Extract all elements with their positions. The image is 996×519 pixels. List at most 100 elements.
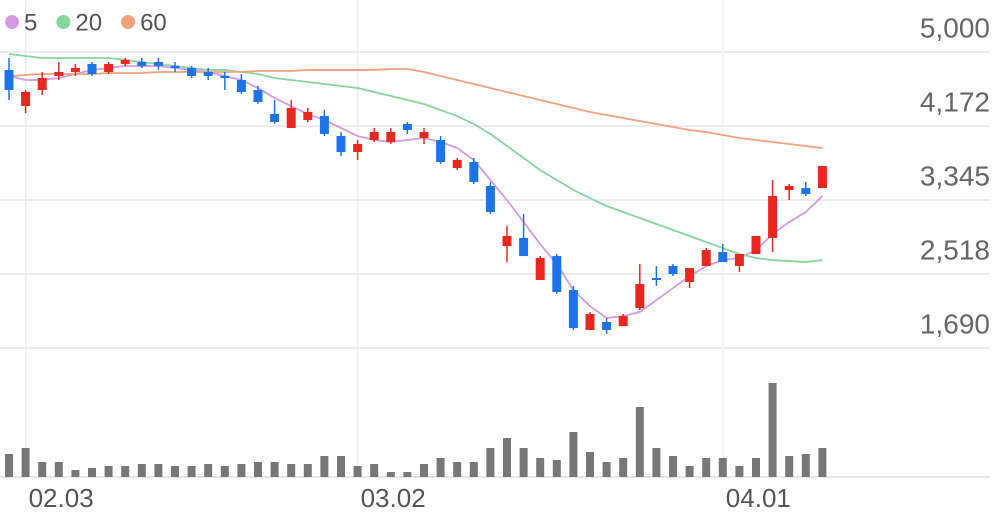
candle-body bbox=[651, 278, 661, 281]
volume-bar bbox=[137, 464, 146, 477]
volume-bar bbox=[735, 466, 744, 477]
candle-body bbox=[817, 166, 827, 189]
legend-marker bbox=[56, 15, 71, 29]
volume-bar bbox=[370, 464, 379, 477]
ma-line bbox=[8, 53, 823, 263]
volume-bar bbox=[685, 466, 694, 477]
candle-body bbox=[469, 162, 479, 182]
volume-bar bbox=[519, 448, 528, 477]
volume-bar bbox=[818, 448, 827, 477]
volume-bar bbox=[486, 448, 495, 477]
volume-bar bbox=[536, 458, 545, 477]
volume-bar bbox=[5, 454, 13, 477]
volume-bar bbox=[104, 466, 113, 477]
candle-body bbox=[336, 135, 346, 152]
ma-line bbox=[8, 65, 824, 319]
volume-bar bbox=[503, 438, 511, 477]
candle-body bbox=[187, 67, 197, 76]
candle-body bbox=[303, 112, 313, 120]
candle-body bbox=[602, 321, 612, 331]
volume-bar bbox=[635, 407, 644, 477]
candle-body bbox=[552, 256, 562, 293]
candle-body bbox=[419, 131, 429, 138]
volume-bar bbox=[785, 456, 794, 477]
legend-marker bbox=[5, 15, 19, 29]
candle-body bbox=[353, 144, 363, 152]
volume-bar bbox=[718, 458, 727, 477]
candle-body bbox=[734, 253, 744, 266]
y-tick-label: 1,690 bbox=[920, 308, 990, 339]
candle-body bbox=[286, 107, 296, 129]
volume-bar bbox=[652, 448, 661, 477]
volume-bar bbox=[436, 458, 445, 477]
y-tick-label: 3,345 bbox=[920, 160, 990, 191]
candle-body bbox=[170, 65, 180, 68]
volume-bar bbox=[237, 464, 246, 477]
volume-bar bbox=[386, 472, 395, 477]
volume-bar bbox=[204, 464, 213, 477]
candle-body bbox=[319, 116, 329, 135]
candle-body bbox=[203, 72, 213, 76]
candle-body bbox=[701, 250, 711, 266]
volume-bar bbox=[752, 458, 760, 477]
candle-body bbox=[668, 265, 678, 275]
legend-label: 60 bbox=[140, 9, 167, 36]
candle-body bbox=[270, 113, 280, 123]
volume-bar bbox=[569, 432, 578, 477]
y-tick-label: 4,172 bbox=[920, 86, 990, 117]
candle-body bbox=[502, 236, 512, 247]
candle-body bbox=[618, 316, 628, 327]
candle-body bbox=[104, 63, 114, 73]
volume-bar bbox=[21, 448, 30, 477]
volume-bar bbox=[403, 472, 412, 477]
volume-bar bbox=[54, 462, 63, 477]
legend-label: 5 bbox=[24, 9, 37, 36]
candle-body bbox=[54, 72, 64, 76]
candle-body bbox=[70, 67, 80, 73]
volume-bar bbox=[619, 458, 628, 477]
candle-body bbox=[535, 258, 545, 281]
candle-body bbox=[784, 185, 794, 191]
volume-bar bbox=[303, 464, 312, 477]
volume-bar bbox=[337, 456, 345, 477]
candle-body bbox=[485, 185, 495, 213]
candle-body bbox=[369, 131, 379, 141]
candle-body bbox=[253, 90, 263, 102]
volume-bar bbox=[71, 470, 80, 477]
candle-body bbox=[21, 91, 31, 107]
candle-body bbox=[87, 63, 97, 74]
y-tick-label: 5,000 bbox=[920, 12, 990, 43]
volume-bar bbox=[552, 460, 561, 477]
volume-bar bbox=[88, 468, 96, 477]
y-tick-label: 2,518 bbox=[920, 234, 990, 265]
candle-body bbox=[137, 61, 147, 66]
volume-bar bbox=[121, 466, 130, 477]
candle-body bbox=[120, 59, 130, 64]
volume-bar bbox=[453, 462, 462, 477]
candle-body bbox=[801, 188, 811, 195]
volume-bar bbox=[586, 452, 594, 477]
volume-bar bbox=[702, 458, 711, 477]
candle-body bbox=[436, 140, 446, 163]
candle-body bbox=[153, 61, 163, 66]
candle-body bbox=[568, 290, 578, 329]
volume-bar bbox=[768, 383, 777, 477]
ma-line bbox=[8, 68, 823, 149]
volume-bar bbox=[171, 466, 179, 477]
volume-bar bbox=[469, 462, 478, 477]
volume-bar bbox=[287, 464, 296, 477]
volume-bar bbox=[38, 462, 47, 477]
candle-body bbox=[402, 123, 412, 130]
candle-body bbox=[718, 252, 728, 263]
candle-body bbox=[635, 284, 645, 309]
volume-bar bbox=[270, 462, 279, 477]
candle-body bbox=[236, 79, 246, 92]
x-tick-label: 04.01 bbox=[726, 483, 791, 513]
candle-body bbox=[751, 236, 761, 254]
candle-body bbox=[4, 69, 14, 90]
volume-bar bbox=[187, 466, 196, 477]
volume-bar bbox=[154, 464, 163, 477]
x-tick-label: 02.03 bbox=[29, 483, 94, 513]
